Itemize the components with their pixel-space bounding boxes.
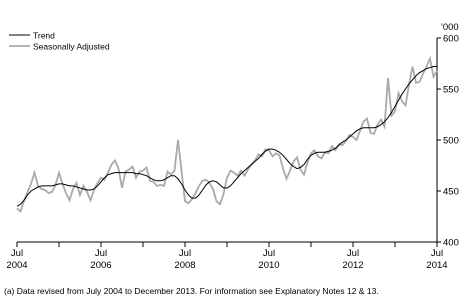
y-tick-label: 550: [443, 85, 459, 96]
y-tick-label: 400: [443, 238, 459, 249]
x-tick-label: Jul 2010: [258, 248, 279, 271]
legend-label: Seasonally Adjusted: [33, 42, 110, 52]
x-tick-label: Jul 2008: [174, 248, 195, 271]
y-tick-label: 500: [443, 136, 459, 147]
y-unit: '000: [441, 22, 459, 33]
x-tick-label: Jul 2014: [426, 248, 447, 271]
x-tick-label: Jul 2012: [342, 248, 363, 271]
y-tick-label: 600: [443, 34, 459, 45]
x-tick-label: Jul 2004: [6, 248, 27, 271]
x-tick-label: Jul 2006: [90, 248, 111, 271]
legend-label: Trend: [33, 31, 55, 41]
footnote: (a) Data revised from July 2004 to Decem…: [4, 286, 379, 296]
series-line: [16, 55, 438, 213]
series-line: [16, 66, 437, 207]
y-tick-label: 450: [443, 187, 459, 198]
